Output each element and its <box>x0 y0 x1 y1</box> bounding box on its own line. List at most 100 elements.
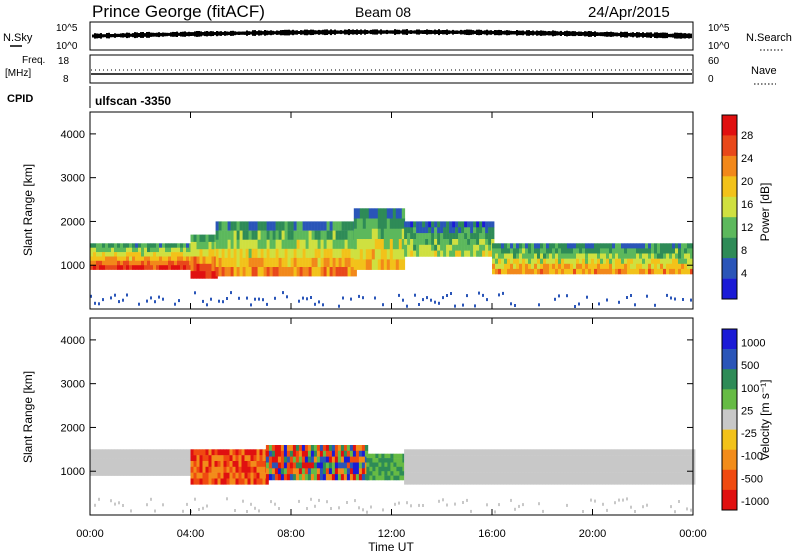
range-cell <box>220 461 224 468</box>
range-cell <box>434 250 438 257</box>
nsky-sample <box>588 31 590 37</box>
colorbar-tick-label: 24 <box>741 153 753 165</box>
range-cell <box>96 256 100 262</box>
range-cell <box>150 453 154 459</box>
range-cell <box>93 453 97 459</box>
range-cell <box>337 445 342 452</box>
range-cell <box>120 252 124 257</box>
range-cell <box>159 256 163 262</box>
range-cell <box>102 256 106 262</box>
range-cell <box>599 449 603 456</box>
range-cell <box>208 271 212 279</box>
range-cell <box>129 471 133 476</box>
range-cell <box>132 471 136 476</box>
range-cell <box>174 265 178 270</box>
range-cell <box>612 253 616 259</box>
range-cell <box>549 258 553 265</box>
range-cell <box>522 263 526 270</box>
range-cell <box>153 449 157 454</box>
range-cell <box>582 258 586 265</box>
range-cell <box>340 450 345 457</box>
range-cell <box>218 230 222 241</box>
range-cell <box>338 230 342 241</box>
nsky-sample <box>612 32 614 37</box>
range-cell <box>452 244 456 251</box>
freq-tick-top: 18 <box>58 56 70 67</box>
range-cell <box>316 450 321 457</box>
range-cell <box>543 258 547 265</box>
range-cell <box>425 461 429 468</box>
range-cell <box>660 258 664 265</box>
range-cell <box>596 478 600 485</box>
range-cell <box>620 472 624 479</box>
range-cell <box>248 221 252 231</box>
range-cell <box>205 256 209 265</box>
range-cell <box>617 478 621 485</box>
range-cell <box>579 258 583 265</box>
range-cell <box>627 248 631 254</box>
nsky-sample <box>164 32 166 37</box>
range-cell <box>536 455 540 462</box>
range-cell <box>491 227 495 234</box>
range-cell <box>262 478 266 485</box>
nsky-sample <box>630 32 632 37</box>
range-cell <box>123 449 127 454</box>
range-cell <box>238 466 242 473</box>
range-cell <box>334 445 339 452</box>
nsky-sample <box>534 31 536 35</box>
range-cell <box>159 449 163 454</box>
range-cell <box>105 247 109 253</box>
range-cell <box>620 449 624 456</box>
clutter-cell <box>362 508 364 512</box>
range-cell <box>114 466 118 472</box>
range-cell <box>635 461 639 468</box>
clutter-cell <box>342 296 344 300</box>
range-cell <box>678 263 682 270</box>
range-cell <box>350 267 354 277</box>
range-cell <box>620 478 624 485</box>
range-cell <box>355 474 360 481</box>
range-cell <box>605 472 609 479</box>
range-cell <box>545 478 549 485</box>
range-cell <box>498 253 502 259</box>
range-cell <box>280 445 285 452</box>
nsky-sample <box>206 31 208 37</box>
range-cell <box>548 478 552 485</box>
range-cell <box>159 243 163 248</box>
range-cell <box>578 461 582 468</box>
range-cell <box>235 478 239 485</box>
nsky-sample <box>288 29 290 36</box>
range-cell <box>190 256 194 265</box>
range-cell <box>383 249 388 260</box>
clutter-cell <box>454 304 456 308</box>
range-cell <box>358 474 363 481</box>
range-cell <box>404 239 408 246</box>
range-cell <box>205 455 209 462</box>
range-cell <box>671 466 675 473</box>
range-cell <box>384 466 388 472</box>
range-cell <box>422 478 426 485</box>
range-cell <box>290 239 294 250</box>
range-cell <box>629 461 633 468</box>
range-cell <box>491 466 495 473</box>
clutter-cell <box>630 294 632 297</box>
range-cell <box>555 243 559 249</box>
range-cell <box>214 455 218 462</box>
range-cell <box>217 449 221 456</box>
range-cell <box>374 208 379 219</box>
range-cell <box>90 458 94 463</box>
range-cell <box>165 462 169 468</box>
nsky-sample <box>190 32 192 36</box>
range-cell <box>527 466 531 473</box>
range-cell <box>193 455 197 462</box>
range-cell <box>621 243 625 249</box>
range-cell <box>416 461 420 468</box>
range-cell <box>470 472 474 479</box>
nsky-sample <box>356 29 358 35</box>
clutter-cell <box>146 299 148 303</box>
range-cell <box>606 268 610 275</box>
nsky-sample <box>642 32 644 38</box>
range-cell <box>215 267 219 277</box>
range-cell <box>271 462 276 469</box>
range-cell <box>401 249 406 260</box>
